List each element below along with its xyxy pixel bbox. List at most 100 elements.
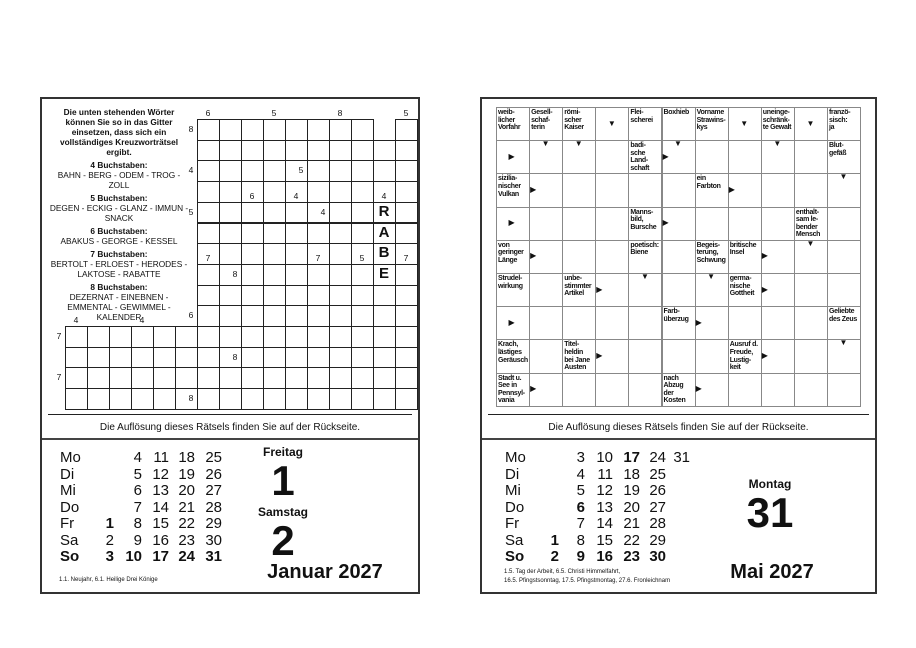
grid-cell[interactable]: [496, 239, 531, 274]
grid-cell[interactable]: [727, 206, 762, 241]
calendar-day[interactable]: 5: [576, 482, 585, 499]
grid-cell[interactable]: [307, 326, 330, 348]
grid-cell[interactable]: [694, 140, 729, 175]
calendar-day[interactable]: 3: [576, 449, 585, 466]
grid-cell[interactable]: [395, 222, 418, 245]
grid-cell[interactable]: [285, 139, 308, 162]
grid-cell[interactable]: [760, 206, 795, 241]
grid-cell[interactable]: [727, 372, 762, 407]
grid-cell[interactable]: [727, 173, 762, 208]
grid-cell[interactable]: [197, 367, 220, 390]
calendar-day[interactable]: 1: [105, 515, 114, 532]
grid-cell[interactable]: [562, 173, 597, 208]
calendar-day[interactable]: 5: [133, 465, 142, 483]
calendar-day[interactable]: 31: [205, 548, 222, 565]
calendar-day[interactable]: 4: [576, 465, 585, 483]
grid-cell[interactable]: [373, 388, 396, 410]
grid-cell[interactable]: [595, 107, 630, 142]
grid-cell[interactable]: [373, 346, 396, 369]
calendar-day[interactable]: 4: [133, 449, 142, 466]
grid-cell[interactable]: [395, 139, 418, 162]
calendar-day[interactable]: 6: [576, 498, 585, 516]
grid-cell[interactable]: [351, 119, 374, 141]
calendar-day[interactable]: 8: [133, 515, 142, 532]
grid-cell[interactable]: [197, 139, 220, 162]
calendar-day[interactable]: 26: [649, 482, 666, 499]
calendar-day[interactable]: 16: [152, 531, 169, 549]
grid-cell[interactable]: [329, 119, 352, 141]
calendar-day[interactable]: 19: [623, 482, 640, 499]
grid-cell[interactable]: [263, 222, 286, 245]
grid-cell[interactable]: [197, 305, 220, 327]
grid-cell[interactable]: [529, 107, 564, 142]
grid-cell[interactable]: [241, 263, 264, 286]
grid-cell[interactable]: [793, 273, 828, 308]
grid-cell[interactable]: [329, 139, 352, 162]
grid-cell[interactable]: [263, 201, 286, 224]
grid-cell[interactable]: [285, 284, 308, 307]
grid-cell[interactable]: [263, 119, 286, 141]
grid-cell[interactable]: [351, 388, 374, 410]
grid-cell[interactable]: [307, 263, 330, 286]
calendar-day[interactable]: 28: [205, 498, 222, 516]
grid-cell[interactable]: [661, 339, 696, 374]
grid-cell[interactable]: [263, 388, 286, 410]
grid-cell[interactable]: [496, 306, 531, 341]
grid-cell[interactable]: [87, 367, 110, 390]
grid-cell[interactable]: [109, 346, 132, 369]
grid-cell[interactable]: [307, 222, 330, 245]
grid-cell[interactable]: [562, 339, 597, 374]
grid-cell[interactable]: [496, 372, 531, 407]
grid-cell[interactable]: [529, 140, 564, 175]
grid-cell[interactable]: [307, 305, 330, 327]
grid-cell[interactable]: [395, 201, 418, 224]
grid-cell[interactable]: [153, 346, 176, 369]
grid-cell[interactable]: [395, 284, 418, 307]
grid-cell[interactable]: [241, 367, 264, 390]
calendar-day[interactable]: 6: [133, 482, 142, 499]
grid-cell[interactable]: [197, 284, 220, 307]
grid-cell[interactable]: [329, 284, 352, 307]
grid-cell[interactable]: [562, 107, 597, 142]
grid-cell[interactable]: [694, 339, 729, 374]
calendar-day[interactable]: 11: [153, 449, 169, 466]
grid-cell[interactable]: [197, 222, 220, 245]
grid-cell[interactable]: [351, 326, 374, 348]
calendar-day[interactable]: 22: [178, 515, 195, 532]
grid-cell[interactable]: [131, 346, 154, 369]
grid-cell[interactable]: [219, 119, 242, 141]
calendar-day[interactable]: 18: [178, 449, 195, 466]
grid-cell[interactable]: [827, 339, 862, 374]
grid-cell[interactable]: [263, 139, 286, 162]
calendar-day[interactable]: 7: [133, 498, 142, 516]
grid-cell[interactable]: [628, 173, 663, 208]
grid-cell[interactable]: [241, 139, 264, 162]
grid-cell[interactable]: [219, 222, 242, 245]
calendar-day[interactable]: 14: [596, 515, 613, 532]
grid-cell[interactable]: [351, 139, 374, 162]
grid-cell[interactable]: [153, 388, 176, 410]
grid-cell[interactable]: [109, 326, 132, 348]
grid-cell[interactable]: [395, 346, 418, 369]
grid-cell[interactable]: [628, 206, 663, 241]
calendar-day[interactable]: 24: [649, 449, 666, 466]
grid-cell[interactable]: [760, 372, 795, 407]
grid-cell[interactable]: [263, 326, 286, 348]
calendar-day[interactable]: 17: [623, 449, 640, 466]
grid-cell[interactable]: [153, 367, 176, 390]
grid-cell[interactable]: [562, 372, 597, 407]
calendar-day[interactable]: 24: [178, 548, 195, 565]
grid-cell[interactable]: [219, 326, 242, 348]
grid-cell[interactable]: [241, 201, 264, 224]
grid-cell[interactable]: [263, 263, 286, 286]
calendar-day[interactable]: 25: [649, 465, 666, 483]
grid-cell[interactable]: [175, 346, 198, 369]
calendar-day[interactable]: 3: [105, 548, 114, 565]
calendar-day[interactable]: 21: [623, 515, 640, 532]
grid-cell[interactable]: [285, 346, 308, 369]
grid-cell[interactable]: [285, 263, 308, 286]
grid-cell[interactable]: [241, 243, 264, 265]
grid-cell[interactable]: [263, 181, 286, 203]
grid-cell[interactable]: [562, 273, 597, 308]
grid-cell[interactable]: [307, 346, 330, 369]
